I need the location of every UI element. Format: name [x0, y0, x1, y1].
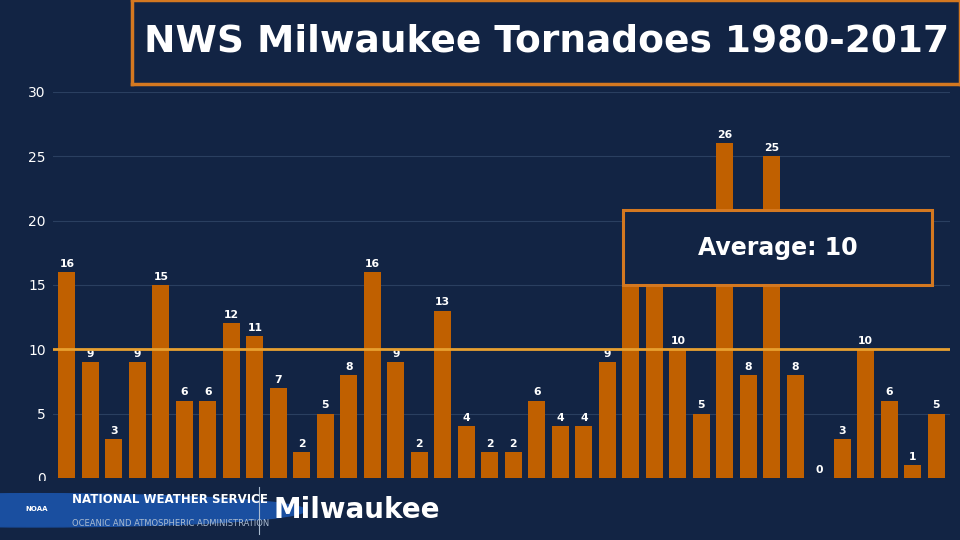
Bar [411, 452, 428, 478]
Text: 2: 2 [416, 439, 423, 449]
Bar [716, 143, 733, 478]
Bar [176, 401, 193, 478]
Text: 2: 2 [486, 439, 493, 449]
Text: 6: 6 [180, 388, 188, 397]
Circle shape [0, 494, 305, 527]
Bar [505, 452, 522, 478]
Text: 9: 9 [86, 349, 94, 359]
Bar [575, 427, 592, 478]
Text: 3: 3 [110, 426, 118, 436]
Text: 0: 0 [815, 465, 823, 475]
Text: 11: 11 [248, 323, 262, 333]
Text: NATIONAL WEATHER SERVICE: NATIONAL WEATHER SERVICE [72, 493, 268, 506]
Text: 3: 3 [838, 426, 846, 436]
Text: 1: 1 [909, 452, 917, 462]
Bar [270, 388, 287, 478]
Bar [834, 440, 851, 478]
Bar [646, 233, 662, 478]
Text: Milwaukee: Milwaukee [274, 496, 440, 524]
Text: 16: 16 [60, 259, 75, 269]
Text: 6: 6 [885, 388, 893, 397]
Bar [388, 362, 404, 478]
Text: NWS Milwaukee Tornadoes 1980-2017: NWS Milwaukee Tornadoes 1980-2017 [144, 24, 948, 60]
Bar [153, 285, 169, 478]
Bar [928, 414, 945, 478]
Bar [693, 414, 709, 478]
Text: 2: 2 [298, 439, 305, 449]
Text: 4: 4 [557, 413, 564, 423]
Text: 4: 4 [580, 413, 588, 423]
Bar [881, 401, 898, 478]
Bar [904, 465, 922, 478]
Text: 5: 5 [698, 400, 705, 410]
Bar [740, 375, 756, 478]
Text: 5: 5 [932, 400, 940, 410]
Bar [434, 310, 451, 478]
Bar [317, 414, 334, 478]
Bar [669, 349, 686, 478]
Bar [341, 375, 357, 478]
Text: 10: 10 [670, 336, 685, 346]
Text: 16: 16 [365, 259, 380, 269]
Bar [364, 272, 381, 478]
Text: 9: 9 [133, 349, 141, 359]
Bar [599, 362, 615, 478]
Bar [82, 362, 99, 478]
Text: 2: 2 [510, 439, 517, 449]
Text: 12: 12 [224, 310, 239, 320]
Text: OCEANIC AND ATMOSPHERIC ADMINISTRATION: OCEANIC AND ATMOSPHERIC ADMINISTRATION [72, 519, 269, 528]
Text: NOAA: NOAA [25, 506, 48, 512]
Bar [787, 375, 804, 478]
Bar [223, 323, 240, 478]
Text: 8: 8 [792, 362, 799, 372]
Text: 9: 9 [392, 349, 399, 359]
Text: 8: 8 [345, 362, 352, 372]
Bar [59, 272, 75, 478]
Bar [622, 285, 639, 478]
Bar [294, 452, 310, 478]
FancyBboxPatch shape [623, 210, 932, 285]
Bar [528, 401, 545, 478]
Text: 25: 25 [764, 143, 780, 153]
Text: 10: 10 [858, 336, 874, 346]
Bar [200, 401, 216, 478]
Bar [763, 156, 780, 478]
Text: 7: 7 [275, 375, 282, 384]
Text: 15: 15 [623, 272, 638, 282]
Text: 4: 4 [463, 413, 470, 423]
Text: 13: 13 [435, 298, 450, 307]
Bar [129, 362, 146, 478]
Bar [481, 452, 498, 478]
Text: 26: 26 [717, 130, 732, 140]
Text: 19: 19 [647, 220, 661, 230]
Bar [106, 440, 122, 478]
Text: 15: 15 [154, 272, 168, 282]
Text: 6: 6 [204, 388, 212, 397]
Bar [247, 336, 263, 478]
Bar [857, 349, 875, 478]
Text: 9: 9 [604, 349, 612, 359]
Bar [458, 427, 475, 478]
Bar [552, 427, 569, 478]
Text: Average: 10: Average: 10 [698, 236, 858, 260]
Text: 8: 8 [745, 362, 752, 372]
Text: 6: 6 [533, 388, 540, 397]
Text: 5: 5 [322, 400, 329, 410]
